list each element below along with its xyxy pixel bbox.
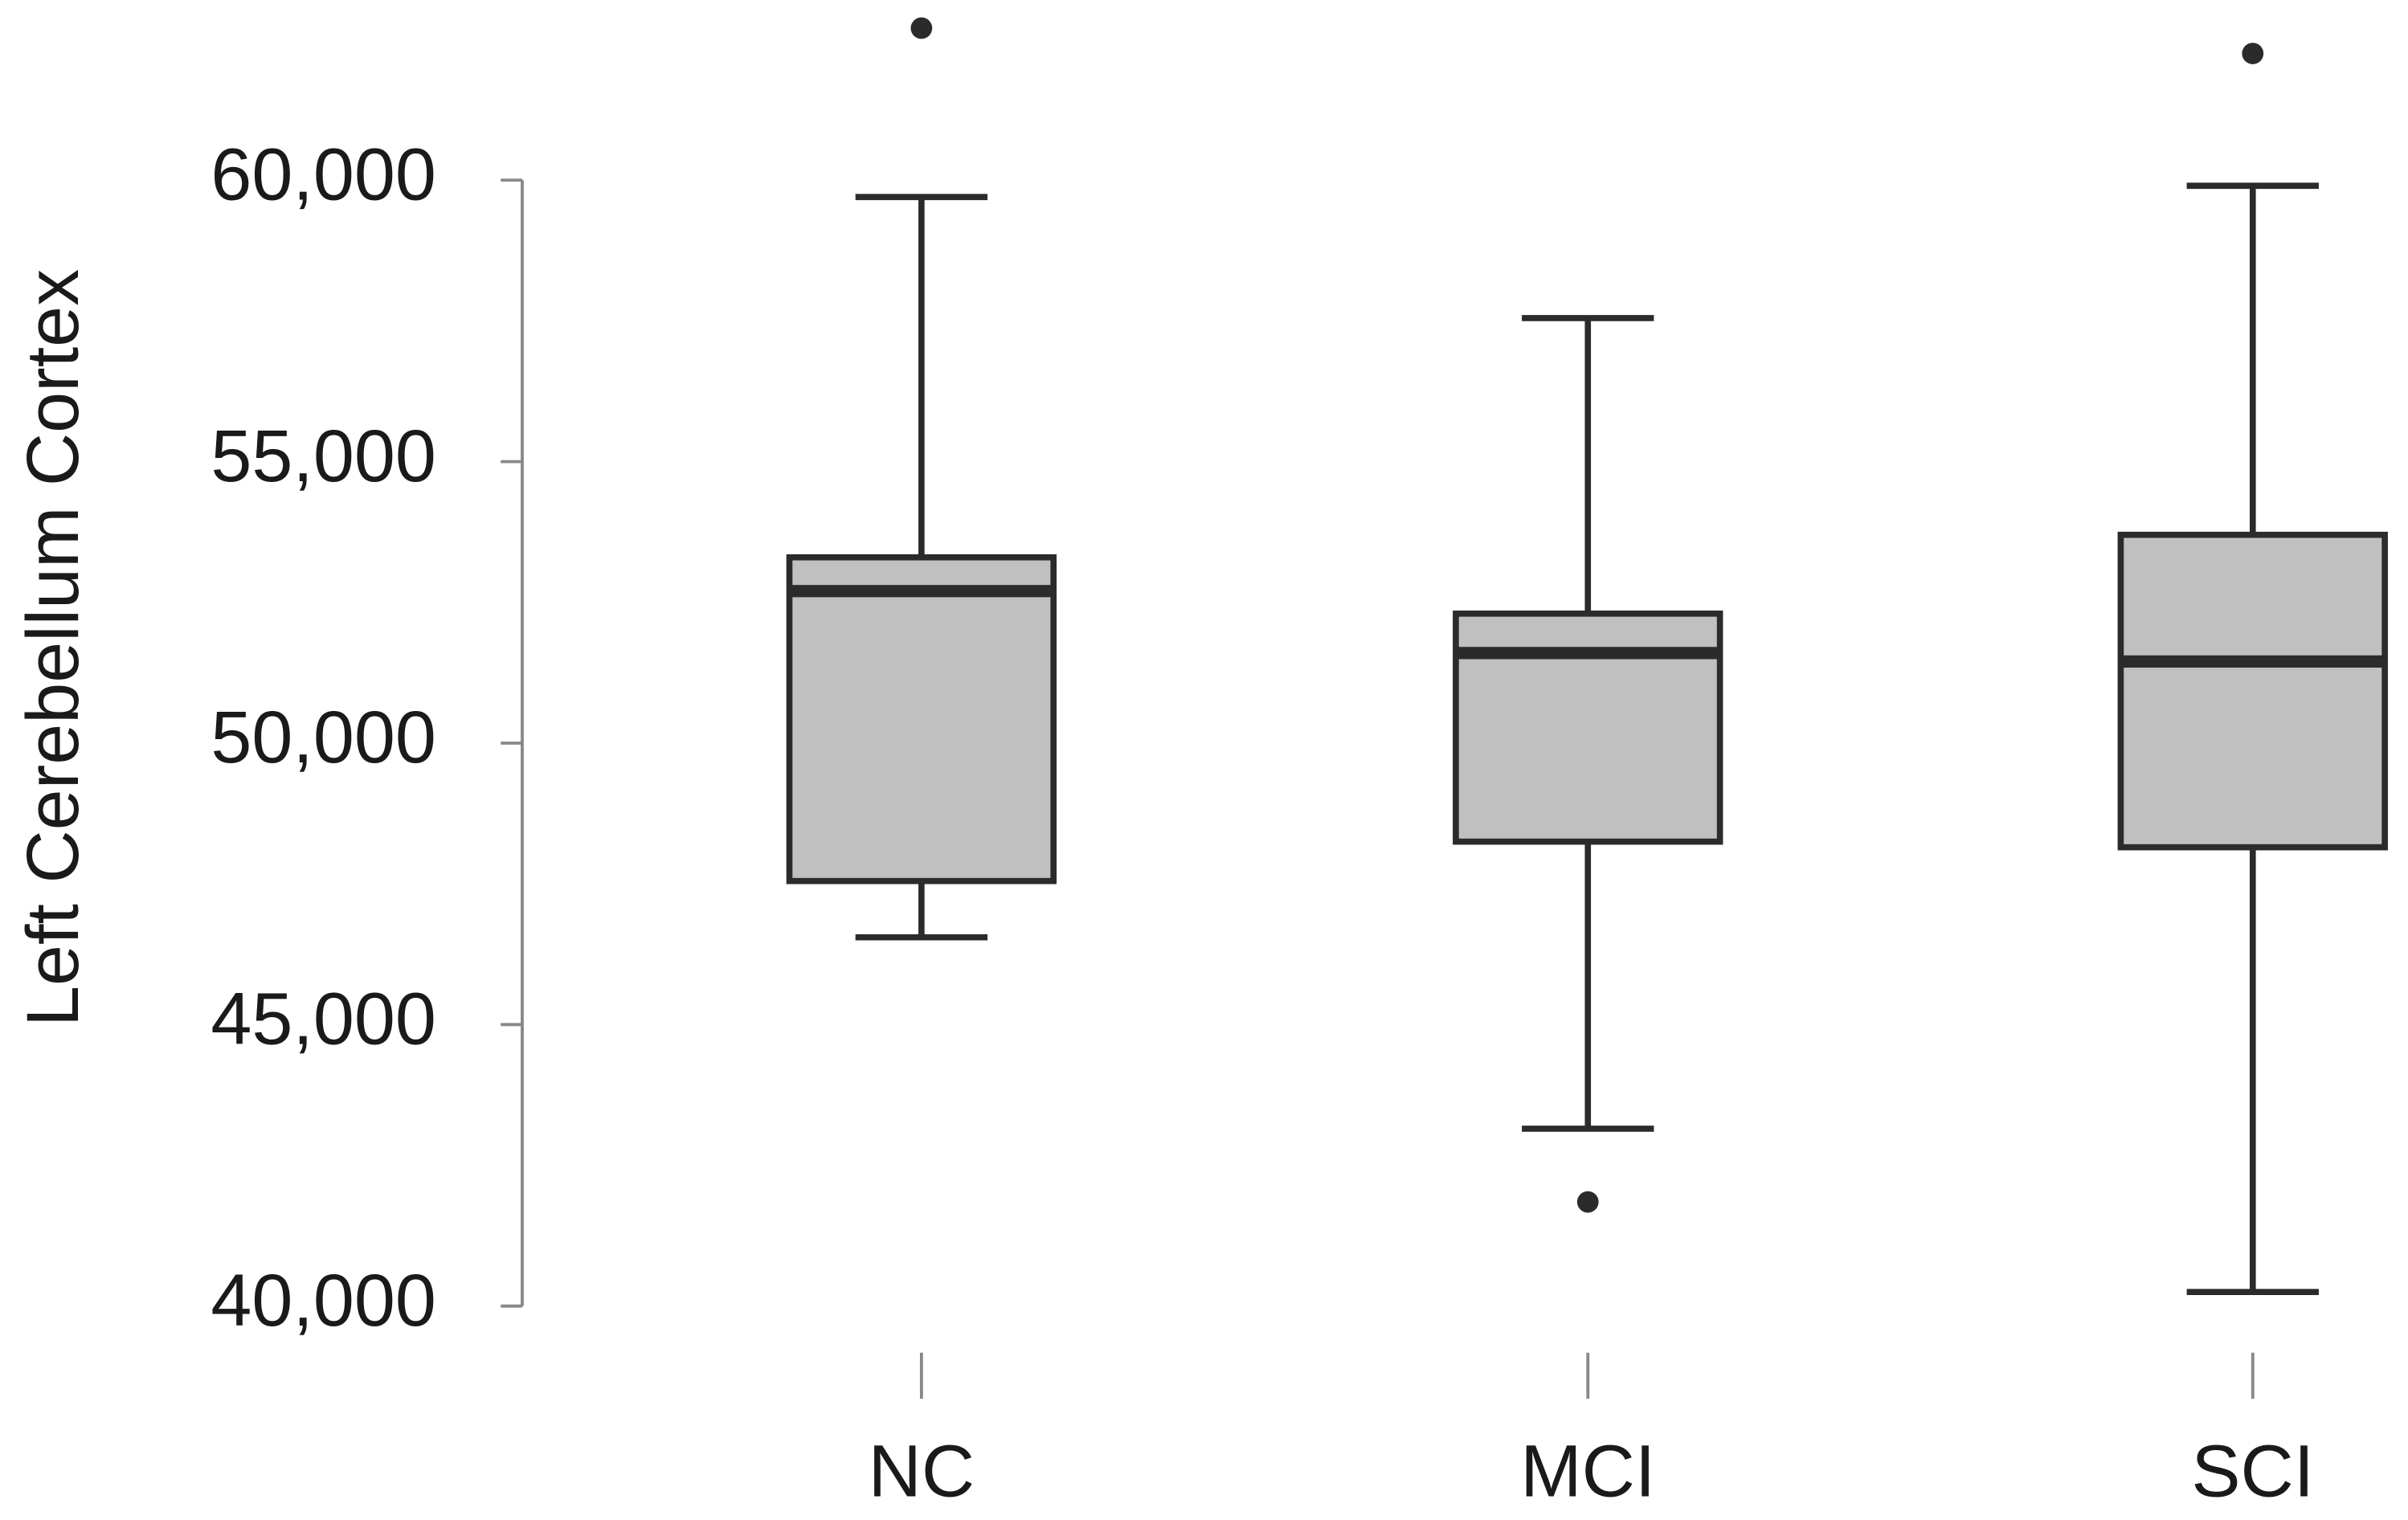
- y-tick-label: 45,000: [211, 979, 436, 1060]
- y-axis-label: Left Cerebellum Cortex: [12, 269, 94, 1027]
- outlier: [1576, 1191, 1599, 1213]
- y-tick-label: 40,000: [211, 1260, 436, 1342]
- y-tick-label: 55,000: [211, 415, 436, 497]
- y-tick-label: 50,000: [211, 697, 436, 778]
- x-tick-label: NC: [869, 1431, 975, 1513]
- outlier: [910, 17, 933, 39]
- outlier: [2242, 43, 2264, 64]
- box: [2117, 531, 2388, 851]
- x-tick-label: MCI: [1520, 1431, 1655, 1513]
- x-tick-label: SCI: [2191, 1431, 2314, 1513]
- y-tick-label: 60,000: [211, 133, 436, 215]
- box: [786, 554, 1057, 885]
